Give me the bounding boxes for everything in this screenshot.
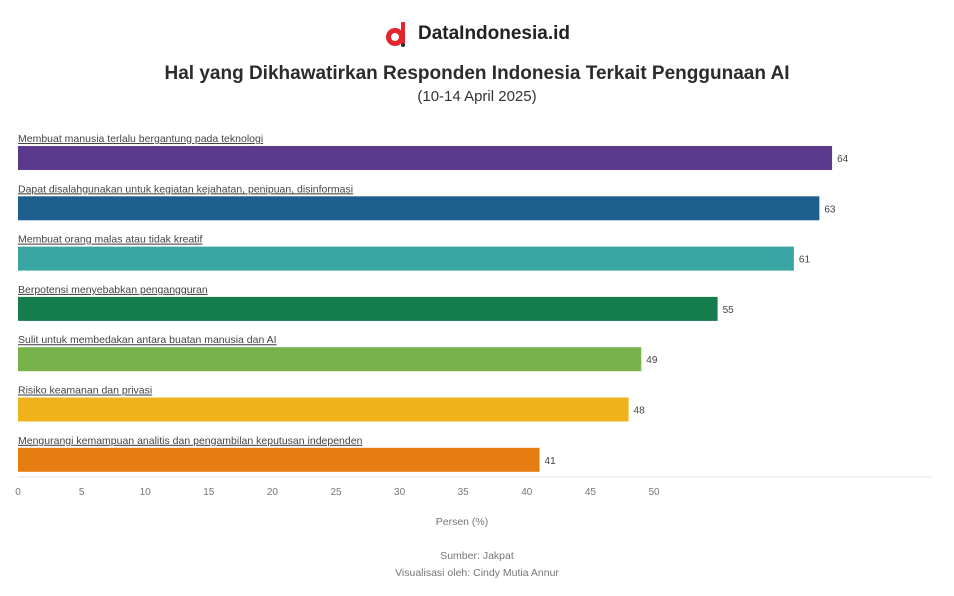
chart-header: DataIndonesia.id Hal yang Dikhawatirkan …: [0, 18, 954, 105]
x-tick-label: 50: [648, 487, 660, 498]
bar: [18, 196, 820, 221]
x-tick-label: 40: [521, 487, 533, 498]
dataindonesia-logo-icon: [385, 22, 405, 47]
x-tick-label: 25: [330, 487, 342, 498]
value-label: 55: [723, 305, 735, 316]
category-label: Dapat disalahgunakan untuk kegiatan keja…: [18, 183, 353, 195]
credit-note: Visualisasi oleh: Cindy Mutia Annur: [395, 567, 559, 579]
chart-title: Hal yang Dikhawatirkan Responden Indones…: [164, 63, 790, 84]
x-tick-label: 15: [203, 487, 215, 498]
bar: [18, 146, 833, 170]
bar: [18, 447, 540, 472]
value-label: 49: [646, 355, 658, 366]
x-axis-title: Persen (%): [436, 516, 489, 528]
bar: [18, 347, 642, 372]
bar: [18, 296, 718, 321]
category-label: Mengurangi kemampuan analitis dan pengam…: [18, 435, 363, 447]
x-tick-label: 45: [585, 487, 597, 498]
brand-name: DataIndonesia.id: [417, 23, 571, 44]
bar: [18, 246, 794, 271]
x-tick-label: 0: [15, 487, 21, 498]
category-label: Berpotensi menyebabkan pengangguran: [18, 284, 208, 296]
category-label: Risiko keamanan dan privasi: [18, 385, 152, 397]
value-label: 41: [545, 456, 557, 467]
value-label: 61: [799, 255, 811, 266]
x-tick-label: 10: [140, 487, 152, 498]
brand[interactable]: DataIndonesia.id: [384, 18, 570, 50]
chart-subtitle: (10-14 April 2025): [417, 88, 537, 105]
category-label: Sulit untuk membedakan antara buatan man…: [18, 334, 277, 346]
x-tick-label: 20: [267, 487, 279, 498]
bar: [18, 397, 629, 422]
value-label: 48: [634, 406, 646, 417]
source-note: Sumber: Jakpat: [440, 550, 514, 562]
category-label: Membuat orang malas atau tidak kreatif: [18, 234, 203, 246]
x-tick-label: 5: [79, 487, 85, 498]
category-label: Membuat manusia terlalu bergantung pada …: [18, 133, 263, 145]
x-tick-label: 35: [458, 487, 470, 498]
value-label: 64: [837, 154, 849, 165]
value-label: 63: [824, 204, 836, 215]
chart-footer: Sumber: Jakpat Visualisasi oleh: Cindy M…: [0, 548, 954, 582]
x-tick-label: 30: [394, 487, 406, 498]
